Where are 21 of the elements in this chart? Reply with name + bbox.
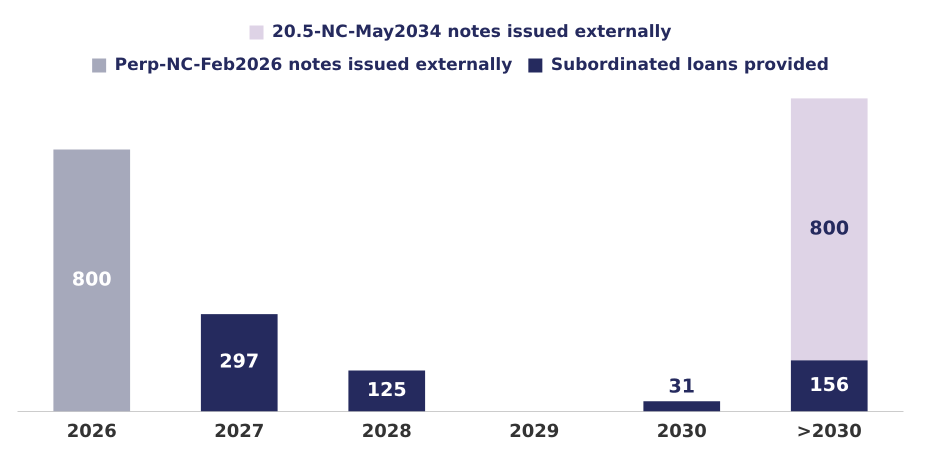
data-label: 31 bbox=[668, 376, 695, 398]
legend-label: Perp-NC-Feb2026 notes issued externally bbox=[114, 54, 512, 75]
legend-label: 20.5-NC-May2034 notes issued externally bbox=[272, 22, 672, 42]
x-tick-label: >2030 bbox=[796, 420, 862, 442]
bar bbox=[790, 360, 868, 412]
data-label: 297 bbox=[219, 350, 260, 373]
x-tick-label: 2030 bbox=[656, 420, 707, 442]
bar bbox=[643, 401, 720, 412]
legend-label: Subordinated loans provided bbox=[550, 54, 829, 75]
data-label: 800 bbox=[72, 268, 112, 290]
data-label: 800 bbox=[809, 217, 850, 240]
data-label: 156 bbox=[809, 374, 850, 396]
bar bbox=[53, 149, 130, 412]
bar bbox=[790, 98, 868, 360]
x-tick-label: 2029 bbox=[509, 420, 560, 442]
x-tick-label: 2027 bbox=[214, 420, 264, 442]
x-tick-label: 2028 bbox=[362, 420, 412, 442]
bar bbox=[200, 314, 278, 412]
bar bbox=[348, 370, 426, 412]
data-label: 125 bbox=[366, 378, 407, 401]
x-tick-label: 2026 bbox=[66, 420, 117, 442]
